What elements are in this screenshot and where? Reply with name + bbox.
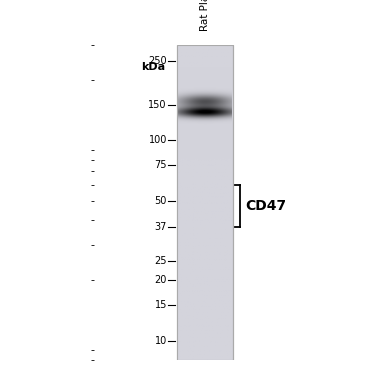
Text: 20: 20 <box>154 275 167 285</box>
Text: 150: 150 <box>148 100 167 110</box>
Text: CD47: CD47 <box>245 199 286 213</box>
Bar <box>177 45 233 360</box>
Text: Rat Placenta: Rat Placenta <box>200 0 210 31</box>
Text: 25: 25 <box>154 256 167 266</box>
Text: 50: 50 <box>154 196 167 206</box>
Text: 10: 10 <box>154 336 167 346</box>
Text: 37: 37 <box>154 222 167 232</box>
Text: 15: 15 <box>154 300 167 310</box>
Text: 100: 100 <box>148 135 167 146</box>
Text: 250: 250 <box>148 56 167 66</box>
Text: kDa: kDa <box>141 62 165 72</box>
Text: 75: 75 <box>154 160 167 171</box>
Bar <box>177 45 233 360</box>
